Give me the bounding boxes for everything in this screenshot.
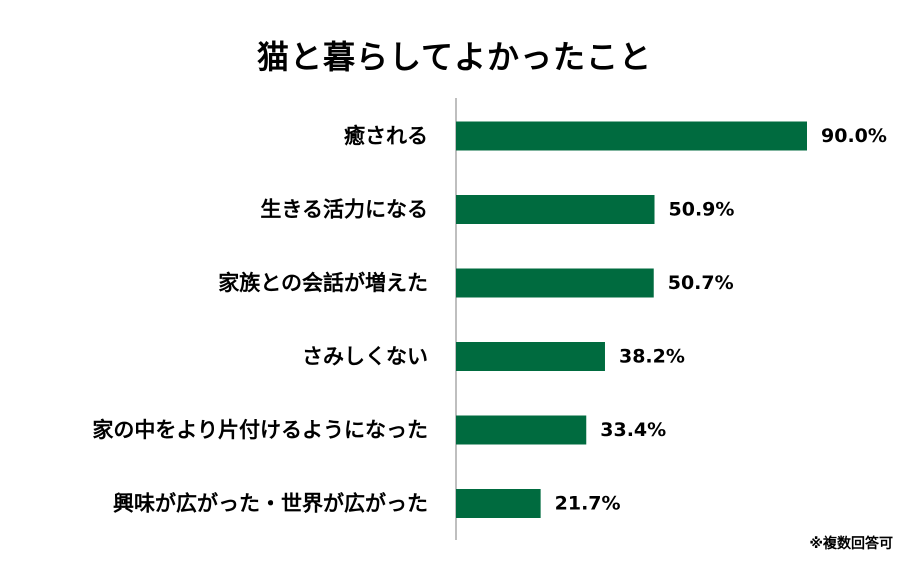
value-label: 21.7% [555, 493, 621, 515]
category-label: さみしくない [302, 345, 428, 369]
chart-footnote: ※複数回答可 [809, 536, 893, 552]
chart-title: 猫と暮らしてよかったこと [256, 38, 653, 76]
category-label: 家の中をより片付けるようになった [92, 418, 428, 442]
bar [456, 415, 587, 445]
category-label: 生きる活力になる [260, 198, 428, 222]
bar [456, 342, 605, 371]
bar [456, 121, 807, 151]
value-label: 33.4% [600, 419, 666, 441]
value-label: 50.7% [668, 272, 734, 294]
category-label: 家族との会話が増えた [218, 271, 428, 295]
category-label: 興味が広がった・世界が広がった [113, 492, 428, 516]
category-label: 癒される [344, 124, 428, 148]
bar [456, 195, 655, 224]
bar [456, 489, 541, 518]
bar [456, 268, 654, 298]
value-label: 50.9% [669, 199, 735, 221]
value-label: 38.2% [619, 346, 685, 368]
value-label: 90.0% [821, 125, 887, 147]
